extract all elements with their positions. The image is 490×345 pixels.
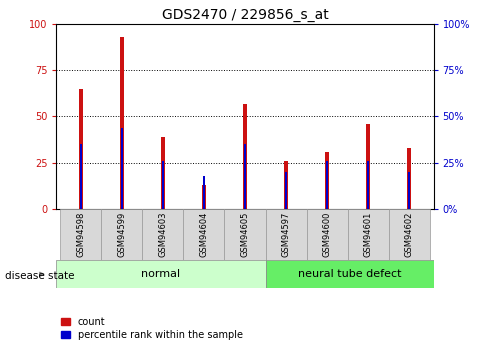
Bar: [325, 151, 329, 209]
Text: GSM94600: GSM94600: [322, 212, 332, 257]
Bar: [80, 144, 82, 209]
Bar: [347, 209, 389, 260]
Text: GSM94604: GSM94604: [199, 212, 208, 257]
Title: GDS2470 / 229856_s_at: GDS2470 / 229856_s_at: [162, 8, 328, 22]
Bar: [266, 260, 434, 288]
Text: neural tube defect: neural tube defect: [298, 269, 401, 279]
Bar: [202, 185, 206, 209]
Bar: [367, 124, 369, 209]
Text: GSM94598: GSM94598: [76, 212, 85, 257]
Legend: count, percentile rank within the sample: count, percentile rank within the sample: [61, 317, 243, 340]
Bar: [244, 144, 246, 209]
Bar: [161, 137, 165, 209]
Text: disease state: disease state: [5, 271, 74, 281]
Bar: [407, 148, 411, 209]
Bar: [284, 161, 288, 209]
Text: GSM94597: GSM94597: [282, 212, 291, 257]
Text: GSM94605: GSM94605: [241, 212, 249, 257]
Bar: [244, 104, 246, 209]
Bar: [143, 209, 183, 260]
Bar: [408, 172, 410, 209]
Bar: [56, 260, 266, 288]
Bar: [60, 209, 101, 260]
FancyArrowPatch shape: [40, 272, 44, 276]
Text: GSM94602: GSM94602: [405, 212, 414, 257]
Bar: [183, 209, 224, 260]
Bar: [101, 209, 143, 260]
Bar: [266, 209, 307, 260]
Text: GSM94603: GSM94603: [158, 212, 168, 257]
Bar: [121, 37, 123, 209]
Text: GSM94601: GSM94601: [364, 212, 372, 257]
Bar: [121, 128, 123, 209]
Text: normal: normal: [142, 269, 180, 279]
Bar: [79, 89, 83, 209]
Bar: [307, 209, 347, 260]
Bar: [162, 161, 164, 209]
Text: GSM94599: GSM94599: [118, 212, 126, 257]
Bar: [203, 176, 205, 209]
Bar: [367, 161, 369, 209]
Bar: [389, 209, 430, 260]
Bar: [224, 209, 266, 260]
Bar: [285, 172, 287, 209]
Bar: [326, 161, 328, 209]
